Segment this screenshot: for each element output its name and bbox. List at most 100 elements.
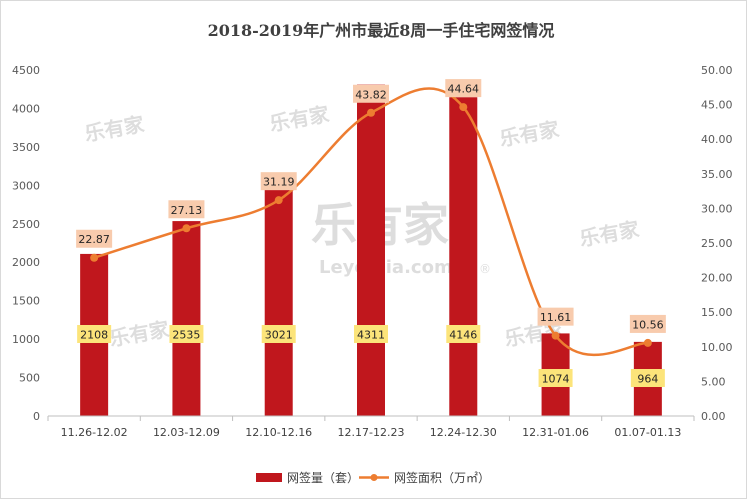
y-right-tick-label: 45.00 bbox=[701, 99, 733, 112]
y-right-tick-label: 30.00 bbox=[701, 202, 733, 215]
bar-value-label: 1074 bbox=[538, 369, 573, 387]
line-value-label: 11.61 bbox=[537, 307, 574, 326]
bar-label-text: 3021 bbox=[265, 329, 293, 342]
bar-value-label: 3021 bbox=[261, 325, 296, 343]
chart-title: 2018-2019年广州市最近8周一手住宅网签情况 bbox=[208, 21, 555, 40]
y-right-tick-label: 50.00 bbox=[701, 64, 733, 77]
y-left-tick-label: 4000 bbox=[12, 102, 40, 115]
watermark-text: 乐有家 bbox=[268, 102, 332, 136]
y-right-tick-label: 40.00 bbox=[701, 133, 733, 146]
bar-value-label: 964 bbox=[630, 369, 665, 387]
bar-label-text: 4146 bbox=[449, 329, 477, 342]
line-label-box bbox=[168, 200, 205, 219]
line-label-text: 11.61 bbox=[540, 311, 572, 324]
bar-label-box bbox=[77, 325, 112, 343]
y-left-tick-label: 1000 bbox=[12, 333, 40, 346]
line-marker bbox=[643, 338, 652, 347]
line-value-label: 43.82 bbox=[353, 84, 389, 103]
bar-value-label: 2535 bbox=[169, 325, 204, 343]
y-left-tick-label: 3000 bbox=[12, 179, 40, 192]
axes: 11.26-12.02 12.03-12.09 12.10-12.16 12.17-1… bbox=[12, 64, 733, 439]
watermark-text: 乐有家 bbox=[578, 217, 642, 251]
y-left-tick-label: 2000 bbox=[12, 256, 40, 269]
bar-value-label: 2108 bbox=[77, 325, 112, 343]
y-left-tick-label: 1500 bbox=[12, 295, 40, 308]
y-right-tick-label: 5.00 bbox=[701, 375, 726, 388]
line-marker bbox=[367, 108, 375, 117]
bar bbox=[357, 84, 385, 417]
line-label-box bbox=[353, 84, 389, 103]
bar-label-text: 4311 bbox=[357, 329, 385, 342]
y-right-tick-label: 15.00 bbox=[701, 306, 733, 319]
line-label-box bbox=[76, 229, 113, 248]
y-right-tick-label: 0.00 bbox=[701, 410, 726, 423]
legend-label-line: 网签面积（万㎡） bbox=[394, 470, 490, 485]
x-tick-label: 12.03-12.09 bbox=[153, 426, 220, 439]
bar-label-text: 964 bbox=[637, 373, 658, 386]
line-label-box bbox=[629, 314, 666, 333]
y-right-tick-label: 10.00 bbox=[701, 341, 733, 354]
y-right-tick-label: 35.00 bbox=[701, 168, 733, 181]
x-tick-label: 12.17-12.23 bbox=[338, 426, 405, 439]
x-tick-label: 12.10-12.16 bbox=[245, 426, 312, 439]
watermark-text: 乐有家 bbox=[498, 117, 562, 151]
line-marker bbox=[551, 331, 560, 340]
y-right-tick-label: 25.00 bbox=[701, 237, 733, 250]
x-tick-label: 12.24-12.30 bbox=[430, 426, 497, 439]
line-marker bbox=[182, 224, 191, 233]
bar bbox=[172, 221, 201, 416]
line-value-label: 10.56 bbox=[629, 314, 666, 333]
line-value-label: 27.13 bbox=[168, 200, 205, 219]
y-left-tick-label: 0 bbox=[33, 410, 40, 423]
bar-label-box bbox=[261, 325, 296, 343]
legend-label-bar: 网签量（套） bbox=[287, 470, 359, 485]
line-marker bbox=[274, 196, 283, 205]
bar-label-box bbox=[446, 325, 481, 343]
x-tick-label: 01.07-01.13 bbox=[614, 426, 681, 439]
line-label-text: 22.87 bbox=[78, 233, 110, 246]
legend: 网签量（套） 网签面积（万㎡） bbox=[256, 470, 490, 485]
bar-label-box bbox=[630, 369, 665, 387]
bar-series bbox=[80, 84, 662, 417]
line-label-box bbox=[537, 307, 574, 326]
x-tick-label: 12.31-01.06 bbox=[522, 426, 589, 439]
watermark-text: 乐有家 bbox=[108, 317, 172, 351]
y-left-tick-label: 3500 bbox=[12, 141, 40, 154]
line-marker bbox=[90, 253, 99, 262]
bar-label-text: 1074 bbox=[542, 373, 570, 386]
y-left-tick-label: 4500 bbox=[12, 64, 40, 77]
data-labels: 2108 2535 3021 4311 4146 1074 964 22.87 27.13 31.… bbox=[76, 79, 666, 387]
line-marker bbox=[459, 103, 468, 112]
line-label-box bbox=[260, 172, 297, 191]
line-series bbox=[90, 87, 652, 356]
watermark-text: 乐有家 bbox=[83, 112, 147, 146]
line-label-box bbox=[445, 79, 482, 98]
watermark-registered: ® bbox=[479, 262, 491, 276]
line-value-label: 44.64 bbox=[445, 79, 482, 98]
y-left-tick-label: 2500 bbox=[12, 218, 40, 231]
line-label-text: 31.19 bbox=[263, 176, 295, 189]
bar-label-text: 2108 bbox=[80, 329, 108, 342]
line-label-text: 44.64 bbox=[448, 83, 480, 96]
bar-label-text: 2535 bbox=[172, 329, 200, 342]
legend-swatch-marker bbox=[370, 474, 378, 481]
x-tick-label: 11.26-12.02 bbox=[61, 426, 128, 439]
line-value-label: 22.87 bbox=[76, 229, 113, 248]
legend-swatch-bar bbox=[256, 473, 282, 482]
bar bbox=[264, 183, 293, 416]
line-label-text: 43.82 bbox=[355, 88, 387, 101]
line-label-text: 27.13 bbox=[171, 204, 203, 217]
watermark-url: Leyoujia.com bbox=[319, 257, 453, 278]
line-label-text: 10.56 bbox=[632, 318, 664, 331]
bar-label-box bbox=[354, 325, 388, 343]
y-left-tick-label: 500 bbox=[19, 372, 40, 385]
bar-value-label: 4311 bbox=[354, 325, 388, 343]
bar bbox=[449, 97, 478, 417]
bar-label-box bbox=[538, 369, 573, 387]
bar-label-box bbox=[169, 325, 204, 343]
line-value-label: 31.19 bbox=[260, 172, 297, 191]
bar-value-label: 4146 bbox=[446, 325, 481, 343]
y-right-tick-label: 20.00 bbox=[701, 272, 733, 285]
